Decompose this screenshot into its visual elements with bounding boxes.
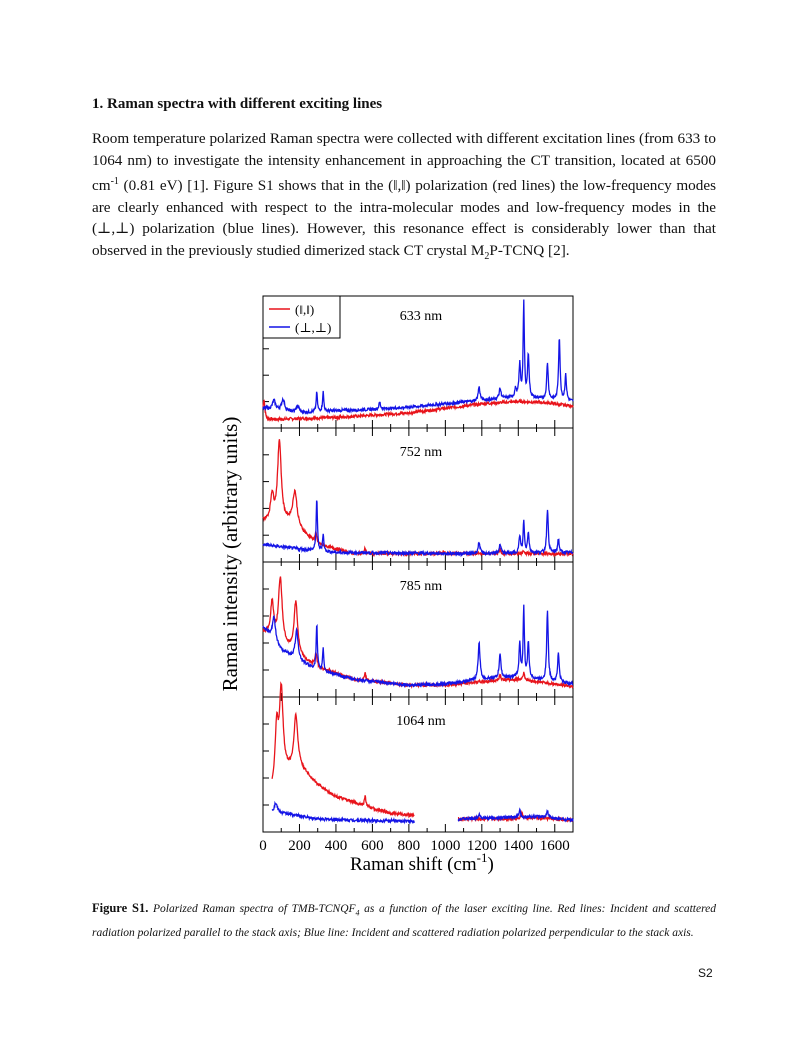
x-tick-label: 1400: [503, 838, 533, 854]
x-tick-label: 1600: [540, 838, 570, 854]
panel-0: 633 nm: [262, 295, 574, 429]
x-tick-label: 1000: [430, 838, 460, 854]
subscript-two: 2: [484, 250, 490, 262]
series-perpendicular-1: [262, 500, 574, 558]
caption-label: Figure S1.: [92, 901, 149, 915]
x-axis-label: Raman shift (cm-1): [350, 850, 494, 875]
panel-1: 752 nm: [262, 427, 574, 563]
paragraph-part-1: Room temperature polarized Raman spectra…: [92, 130, 716, 195]
legend-box: [262, 295, 341, 339]
x-tick-label: 0: [259, 838, 267, 854]
panel-2: 785 nm: [262, 561, 574, 698]
panel-label-3: 1064 nm: [396, 714, 446, 729]
panel-label-1: 752 nm: [400, 445, 443, 460]
paragraph-part-3: P-TCNQ [2].: [489, 241, 570, 259]
section-heading: 1. Raman spectra with different exciting…: [92, 96, 383, 112]
page-number: S2: [698, 966, 713, 980]
x-tick-label: 400: [325, 838, 348, 854]
series-parallel-3: [271, 681, 574, 823]
y-axis-label: Raman intensity (arbitrary units): [218, 417, 242, 692]
legend-label-perpendicular: (⊥,⊥): [295, 320, 331, 335]
raman-chart: 633 nm 752 nm 785 nm 1064 nm 0 200 400 600 800 1…: [218, 295, 574, 875]
caption-text-1: Polarized Raman spectra of TMB-TCNQF: [148, 903, 356, 915]
legend-label-parallel: (‖,‖): [295, 302, 314, 317]
paragraph-part-2: (0.81 eV) [1]. Figure S1 shows that in t…: [92, 177, 716, 259]
series-perpendicular-0: [262, 299, 574, 416]
superscript-minus-one: -1: [110, 176, 119, 187]
x-tick-label: 800: [398, 838, 421, 854]
panel-label-2: 785 nm: [400, 579, 443, 594]
panel-3: 1064 nm: [262, 681, 574, 833]
panel-label-0: 633 nm: [400, 309, 443, 324]
body-paragraph: Room temperature polarized Raman spectra…: [92, 128, 716, 267]
series-parallel-0: [262, 398, 574, 423]
series-perpendicular-2: [262, 604, 574, 688]
ticks-layer: 0 200 400 600 800 1000 1200 1400 1600: [259, 838, 570, 854]
series-perpendicular-3: [271, 800, 574, 825]
figure-caption: Figure S1. Polarized Raman spectra of TM…: [92, 898, 716, 943]
chart-legend: (‖,‖) (⊥,⊥): [262, 295, 341, 339]
caption-subscript: 4: [355, 908, 360, 918]
panel-frame-3: [262, 696, 574, 833]
panels-layer: 633 nm 752 nm 785 nm 1064 nm: [262, 295, 574, 833]
raman-spectra-figure: 633 nm 752 nm 785 nm 1064 nm 0 200 400 600 800 1…: [215, 292, 595, 884]
caption-text-2: as a function of the laser exciting line…: [92, 903, 716, 940]
x-tick-label: 1200: [467, 838, 497, 854]
series-parallel-1: [262, 439, 574, 558]
x-tick-label: 600: [361, 838, 384, 854]
x-tick-label: 200: [288, 838, 311, 854]
